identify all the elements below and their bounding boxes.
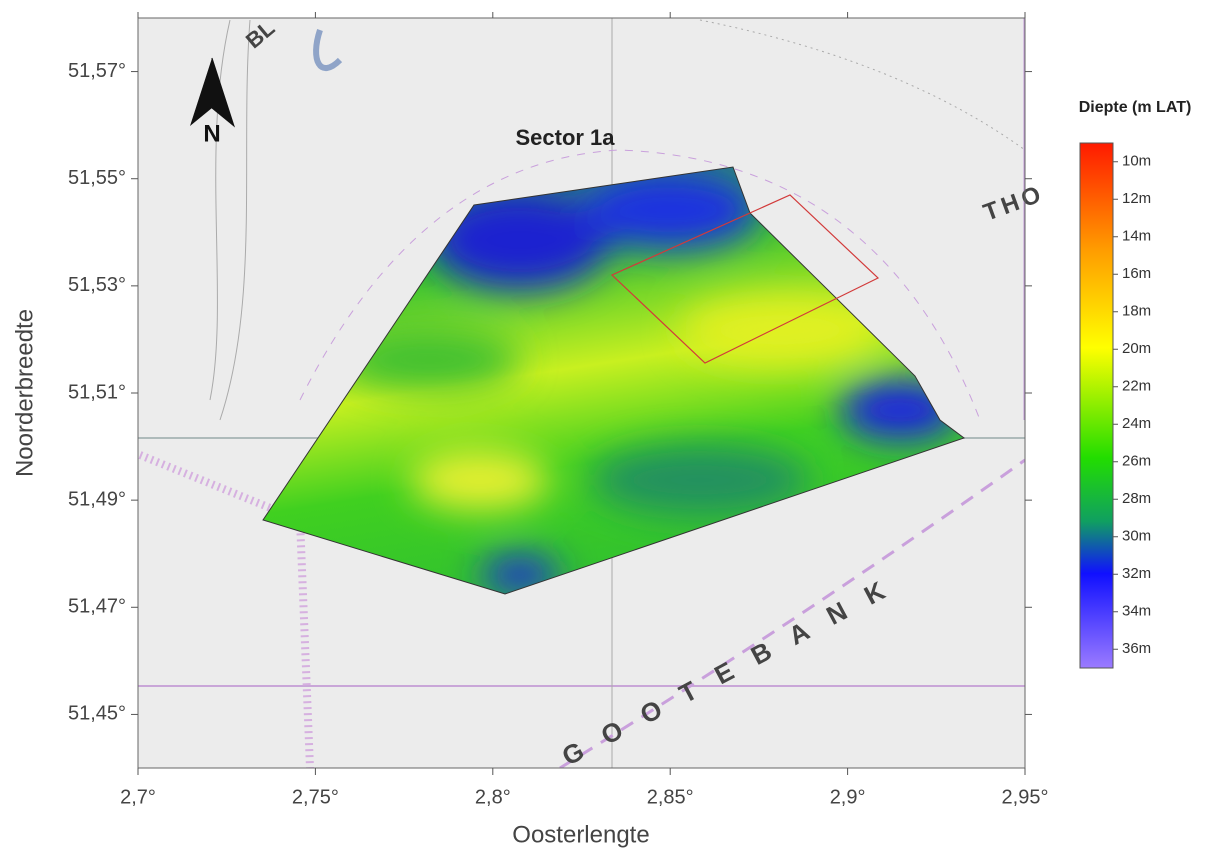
- colorbar: [1079, 142, 1114, 669]
- y-tick-label: 51,49°: [68, 488, 126, 510]
- colorbar-title: Diepte (m LAT): [1079, 99, 1192, 116]
- colorbar-tick-label: 12m: [1122, 190, 1151, 207]
- x-tick-label: 2,9°: [830, 786, 866, 808]
- north-arrow: [190, 57, 235, 128]
- colorbar-tick-label: 24m: [1122, 415, 1151, 432]
- y-tick-label: 51,53°: [68, 274, 126, 296]
- x-tick-label: 2,8°: [475, 786, 511, 808]
- x-tick-label: 2,7°: [120, 786, 156, 808]
- colorbar-tick-label: 32m: [1122, 565, 1151, 582]
- y-tick-label: 51,55°: [68, 167, 126, 189]
- colorbar-tick-label: 20m: [1122, 340, 1151, 357]
- colorbar-tick-label: 34m: [1122, 603, 1151, 620]
- colorbar-tick-label: 22m: [1122, 378, 1151, 395]
- y-tick-label: 51,45°: [68, 703, 126, 725]
- colorbar-tick-label: 26m: [1122, 453, 1151, 470]
- y-tick-label: 51,51°: [68, 381, 126, 403]
- colorbar-tick-label: 28m: [1122, 490, 1151, 507]
- north-label: N: [203, 120, 220, 147]
- sector-label: Sector 1a: [515, 125, 615, 150]
- colorbar-tick-label: 36m: [1122, 640, 1151, 657]
- x-tick-label: 2,85°: [647, 786, 694, 808]
- y-axis-label: Noorderbreedte: [11, 309, 38, 477]
- colorbar-tick-label: 30m: [1122, 528, 1151, 545]
- x-tick-label: 2,95°: [1002, 786, 1049, 808]
- x-tick-label: 2,75°: [292, 786, 339, 808]
- y-tick-label: 51,47°: [68, 596, 126, 618]
- y-tick-label: 51,57°: [68, 60, 126, 82]
- colorbar-tick-label: 18m: [1122, 303, 1151, 320]
- colorbar-tick-label: 16m: [1122, 265, 1151, 282]
- colorbar-tick-label: 14m: [1122, 228, 1151, 245]
- colorbar-tick-label: 10m: [1122, 153, 1151, 170]
- x-axis-label: Oosterlengte: [512, 821, 649, 848]
